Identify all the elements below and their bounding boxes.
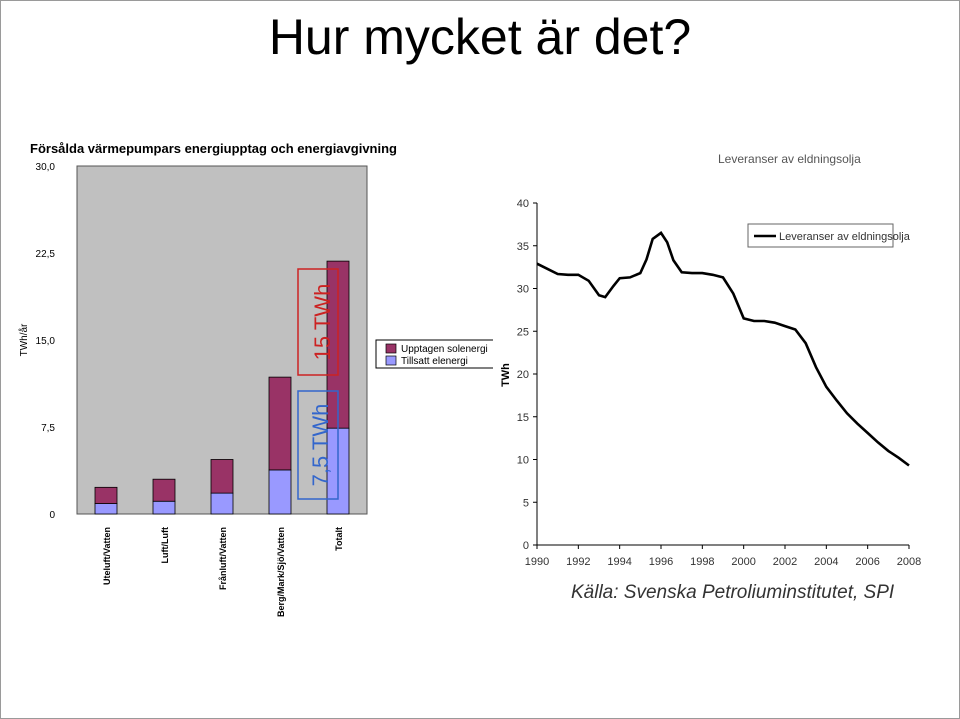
legend-label-electric: Tillsatt elenergi	[401, 356, 468, 367]
annotation-upper: 15 TWh	[310, 284, 335, 361]
line-legend-label: Leveranser av eldningsolja	[779, 231, 911, 243]
x-tick-label: 1994	[607, 556, 631, 568]
legend-swatch-electric	[385, 355, 397, 366]
category-label: Totalt	[334, 527, 344, 551]
line-chart-background	[493, 143, 928, 605]
x-tick-label: 2006	[855, 556, 879, 568]
x-tick-label: 1992	[566, 556, 590, 568]
y-tick-label: 5	[523, 497, 529, 509]
y-tick-label: 10	[517, 455, 529, 467]
legend-box	[375, 339, 507, 369]
page-title: Hur mycket är det?	[268, 9, 692, 65]
y-tick-label: 30	[517, 284, 529, 296]
legend-label-solar: Upptagen solenergi	[401, 344, 488, 355]
bar-sol-1	[152, 478, 176, 502]
bar-el-2	[210, 492, 234, 515]
y-tick-label: 25	[517, 326, 529, 338]
x-tick-label: 2008	[897, 556, 921, 568]
y-tick-label: 15	[517, 412, 529, 424]
source-note: Källa: Svenska Petroliuminstitutet, SPI	[571, 582, 895, 603]
annotation-lower: 7,5 TWh	[308, 404, 333, 487]
x-tick-label: 1998	[690, 556, 714, 568]
x-tick-label: 2000	[731, 556, 755, 568]
y-tick-label: 7,5	[41, 423, 55, 434]
y-tick-label: 15,0	[36, 336, 56, 347]
bar-el-0	[94, 503, 118, 515]
bar-el-1	[152, 500, 176, 515]
line-legend-box	[747, 223, 894, 248]
x-tick-label: 2004	[814, 556, 838, 568]
line-y-axis-label: TWh	[500, 363, 512, 387]
annotation-box-upper	[297, 268, 339, 376]
y-tick-label: 35	[517, 241, 529, 253]
y-tick-label: 0	[49, 510, 55, 521]
bar-chart-title: Försålda värmepumpars energiupptag och e…	[30, 141, 397, 156]
legend-swatch-solar	[385, 343, 397, 354]
series-line-eldningsolja	[536, 231, 910, 467]
bar-sol-3	[268, 376, 292, 471]
bar-el-3	[268, 469, 292, 515]
y-tick-label: 40	[517, 198, 529, 210]
y-tick-label: 0	[523, 540, 529, 552]
category-label: Uteluft/Vatten	[102, 527, 112, 585]
y-tick-label: 20	[517, 369, 529, 381]
x-tick-label: 2002	[773, 556, 797, 568]
y-tick-label: 22,5	[36, 249, 56, 260]
bar-sol-0	[94, 486, 118, 504]
y-tick-label: 30,0	[36, 162, 56, 173]
bar-sol-2	[210, 459, 234, 494]
x-tick-label: 1990	[525, 556, 549, 568]
y-axis-label: TWh/år	[18, 323, 30, 356]
category-label: Berg/Mark/Sjö/Vatten	[276, 527, 286, 617]
category-label: Luft/Luft	[160, 527, 170, 563]
heat-pump-bar-chart: 30,0 22,5 15,0 7,5 0 Uteluft/Vatten Luft/Luft…	[18, 162, 507, 617]
plot-area	[76, 165, 368, 515]
x-tick-label: 1996	[649, 556, 673, 568]
oil-delivery-line-chart: Leveranser av eldningsolja 0 5 10 15 20 25 30 3…	[493, 143, 928, 605]
line-chart-title: Leveranser av eldningsolja	[718, 152, 861, 166]
category-label: Frånluft/Vatten	[218, 527, 228, 590]
annotation-box-lower	[297, 390, 339, 500]
